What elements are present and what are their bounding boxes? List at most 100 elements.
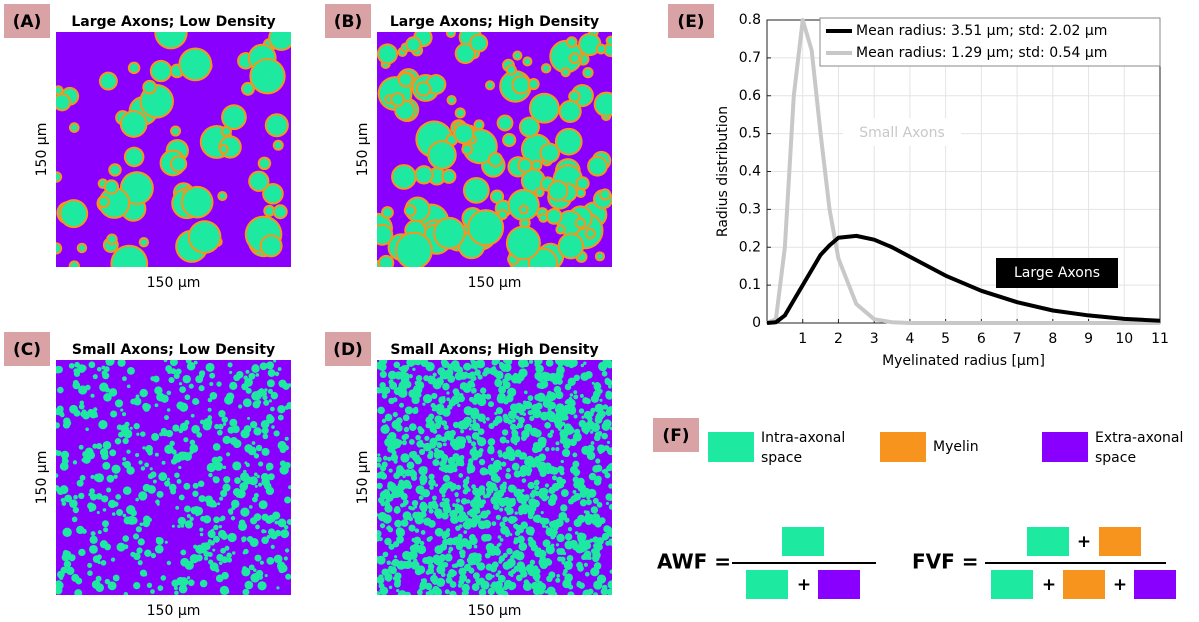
axon bbox=[589, 538, 594, 543]
axon bbox=[208, 499, 217, 508]
axon bbox=[186, 362, 196, 371]
axon bbox=[242, 83, 253, 94]
axon bbox=[261, 427, 269, 435]
axon bbox=[513, 372, 518, 378]
axon bbox=[504, 373, 513, 381]
axon bbox=[569, 438, 577, 447]
axon bbox=[529, 415, 535, 421]
axon bbox=[244, 461, 248, 465]
axon bbox=[388, 468, 393, 473]
axon bbox=[251, 60, 284, 93]
axon bbox=[530, 94, 558, 122]
axon bbox=[385, 493, 394, 502]
panel-label-box bbox=[653, 418, 699, 452]
axon bbox=[442, 538, 449, 546]
axon bbox=[595, 464, 603, 472]
axon bbox=[135, 526, 142, 533]
axon bbox=[400, 503, 405, 508]
axon bbox=[511, 462, 520, 471]
axon bbox=[417, 83, 430, 95]
axon bbox=[394, 577, 402, 585]
axon bbox=[79, 474, 86, 481]
axon bbox=[190, 413, 195, 418]
axon bbox=[431, 407, 436, 412]
axon bbox=[236, 370, 244, 379]
axon bbox=[480, 580, 490, 590]
axon bbox=[175, 505, 180, 510]
y-tick-label: 0.8 bbox=[739, 12, 761, 28]
axon bbox=[164, 480, 171, 487]
axon bbox=[184, 560, 194, 570]
panel-label: (F) bbox=[662, 426, 689, 446]
axon bbox=[491, 360, 498, 366]
axon bbox=[69, 499, 78, 508]
axon bbox=[115, 494, 122, 500]
axon bbox=[120, 424, 129, 433]
axon bbox=[218, 410, 226, 418]
axon bbox=[442, 453, 447, 459]
axon bbox=[212, 443, 221, 451]
axon bbox=[56, 473, 59, 478]
axon bbox=[95, 493, 103, 500]
axon bbox=[397, 573, 402, 578]
axon bbox=[270, 32, 291, 50]
axon bbox=[280, 529, 290, 539]
axon bbox=[429, 485, 434, 490]
axon bbox=[448, 569, 456, 577]
axon bbox=[167, 369, 172, 374]
axon bbox=[208, 472, 213, 478]
axon bbox=[220, 489, 228, 498]
axon bbox=[515, 415, 520, 420]
axon bbox=[424, 435, 430, 441]
axon bbox=[97, 560, 101, 565]
axon bbox=[184, 505, 191, 513]
axon bbox=[112, 246, 147, 267]
axon bbox=[448, 399, 457, 407]
axon bbox=[411, 474, 418, 481]
axon bbox=[532, 408, 542, 419]
axon bbox=[576, 581, 583, 588]
axon bbox=[387, 444, 396, 453]
axon bbox=[200, 543, 208, 551]
x-tick-label: 7 bbox=[1013, 331, 1022, 347]
axon bbox=[471, 387, 477, 394]
axon bbox=[494, 580, 503, 589]
axon bbox=[464, 407, 468, 412]
axon bbox=[174, 590, 179, 595]
legend-swatch bbox=[880, 432, 926, 462]
axon bbox=[195, 375, 204, 384]
axon bbox=[432, 438, 437, 443]
axon bbox=[550, 543, 555, 548]
axon bbox=[447, 375, 456, 383]
axon bbox=[547, 432, 553, 438]
axon bbox=[110, 410, 118, 418]
axon bbox=[231, 499, 240, 509]
panel-label-box bbox=[325, 4, 371, 38]
axon bbox=[150, 589, 155, 594]
axon bbox=[80, 411, 86, 417]
x-tick-label: 9 bbox=[1084, 331, 1093, 347]
formula-swatch bbox=[1099, 527, 1141, 556]
axon bbox=[178, 584, 188, 594]
axon bbox=[600, 190, 610, 199]
axon bbox=[170, 458, 178, 465]
axon bbox=[529, 491, 536, 498]
axon bbox=[92, 555, 101, 563]
x-tick-label: 6 bbox=[977, 331, 986, 347]
axon bbox=[56, 405, 64, 413]
axon bbox=[264, 574, 268, 578]
axon bbox=[547, 497, 556, 506]
axon-image bbox=[56, 360, 291, 595]
axon bbox=[527, 513, 534, 520]
axon bbox=[251, 441, 256, 445]
axon bbox=[239, 482, 249, 491]
axon bbox=[432, 572, 436, 576]
axon bbox=[399, 402, 405, 408]
axon bbox=[146, 582, 153, 588]
axon bbox=[580, 535, 587, 541]
axon bbox=[568, 38, 576, 46]
axon bbox=[179, 386, 186, 393]
axon bbox=[116, 542, 126, 552]
formula-swatch bbox=[782, 527, 824, 556]
axon bbox=[121, 112, 146, 136]
